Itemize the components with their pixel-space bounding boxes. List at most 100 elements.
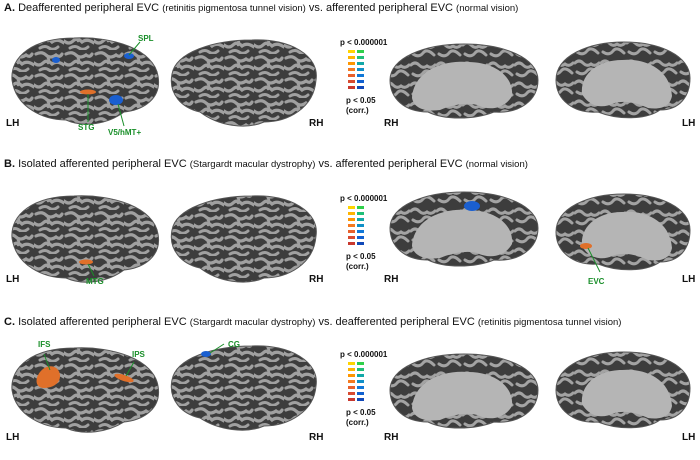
rh-lateral-brain [170,39,317,127]
legend-warm-swatch [348,392,355,395]
legend-cool-swatch [357,218,364,221]
legend-p-bottom: p < 0.05 [346,96,376,105]
legend-warm-swatch [348,368,355,371]
legend-cool-swatch [357,56,364,59]
title-vs: vs. afferented peripheral EVC [308,2,453,14]
panel-letter: A. [4,2,15,14]
legend-warm-swatch [348,206,355,209]
title-paren-2: (normal vision) [465,159,528,170]
callout-ips: IPS [132,350,145,359]
legend-warm-swatch [348,68,355,71]
activation-evc [580,243,592,249]
legend-warm-swatch [348,236,355,239]
activation-ifs [36,366,60,388]
legend-cool-swatch [357,68,364,71]
activation-cg [201,351,211,357]
title-vs: vs. deafferented peripheral EVC [318,316,475,328]
legend-warm-swatch [348,86,355,89]
title-paren: (retinitis pigmentosa tunnel vision) [162,3,306,14]
legend-cool-swatch [357,230,364,233]
label-lh-lateral: LH [6,432,20,443]
label-lh-medial: LH [682,274,696,285]
legend-warm-swatch [348,362,355,365]
label-rh-medial: RH [384,118,399,129]
legend-p-bottom: p < 0.05 [346,408,376,417]
legend-warm-swatch [348,386,355,389]
title-main: Deafferented peripheral EVC [18,2,160,14]
legend-cool-swatch [357,242,364,245]
rh-medial-brain [389,191,539,267]
legend-corr: (corr.) [346,106,369,115]
panel-c: C. Isolated afferented peripheral EVC (S… [0,314,700,448]
panel-title: B. Isolated afferented peripheral EVC (S… [4,158,528,170]
legend-c: p < 0.000001 p < 0.05 (corr.) [338,350,398,460]
legend-cool-swatch [357,224,364,227]
legend-p-bottom: p < 0.05 [346,252,376,261]
legend-warm-swatch [348,74,355,77]
title-paren: (Stargardt macular dystrophy) [189,159,316,170]
callout-mtg: MTG [86,277,104,286]
legend-cool-swatch [357,374,364,377]
title-paren: (Stargardt macular dystrophy) [189,317,316,328]
panel-title: C. Isolated afferented peripheral EVC (S… [4,316,621,328]
label-lh-lateral: LH [6,118,20,129]
activation-spl [124,53,134,59]
lh-lateral-brain [11,347,160,433]
legend-warm-swatch [348,218,355,221]
legend-cool-swatch [357,50,364,53]
legend-cool-swatch [357,74,364,77]
legend-warm-swatch [348,242,355,245]
panel-title: A. Deafferented peripheral EVC (retiniti… [4,2,518,14]
label-rh-medial: RH [384,432,399,443]
panel-letter: B. [4,158,15,170]
label-rh-medial: RH [384,274,399,285]
title-paren-2: (retinitis pigmentosa tunnel vision) [477,317,622,328]
label-lh-lateral: LH [6,274,20,285]
legend-cool-swatch [357,398,364,401]
legend-warm-swatch [348,50,355,53]
legend-cool-swatch [357,362,364,365]
legend-warm-swatch [348,230,355,233]
legend-cool-swatch [357,212,364,215]
activation-ips [114,373,134,383]
legend-warm-swatch [348,212,355,215]
activation-stg [80,89,96,95]
title-main: Isolated afferented peripheral EVC [18,158,187,170]
rh-lateral-brain [170,343,317,431]
legend-cool-swatch [357,62,364,65]
title-main: Isolated afferented peripheral EVC [18,316,187,328]
label-rh-lateral: RH [309,118,324,129]
lh-medial-brain [555,193,691,273]
activation-v5 [109,95,123,105]
label-lh-medial: LH [682,118,696,129]
title-vs: vs. afferented peripheral EVC [318,158,463,170]
legend-cool-swatch [357,392,364,395]
legend-warm-swatch [348,398,355,401]
legend-cool-swatch [357,236,364,239]
panel-a: A. Deafferented peripheral EVC (retiniti… [0,0,700,149]
legend-warm-swatch [348,56,355,59]
callout-ifs: IFS [38,340,51,349]
callout-cg: CG [228,340,240,349]
legend-warm-swatch [348,62,355,65]
activation-frontal [52,57,60,63]
legend-corr: (corr.) [346,418,369,427]
legend-warm-swatch [348,380,355,383]
legend-cool-swatch [357,386,364,389]
panel-b: B. Isolated afferented peripheral EVC (S… [0,156,700,305]
callout-v5: V5/hMT+ [108,128,142,137]
callout-spl: SPL [138,34,154,43]
legend-warm-swatch [348,224,355,227]
lh-lateral-brain [11,195,160,283]
legend-cool-swatch [357,380,364,383]
legend-b: p < 0.000001 p < 0.05 (corr.) [338,194,398,304]
legend-cool-swatch [357,368,364,371]
callout-evc: EVC [588,277,605,286]
lh-lateral-brain [11,37,160,127]
legend-p-top: p < 0.000001 [340,194,388,203]
legend-p-top: p < 0.000001 [340,350,388,359]
activation-rh-medial [464,201,480,211]
lh-medial-brain [555,351,691,429]
legend-a: p < 0.000001 p < 0.05 (corr.) [338,38,398,148]
lh-medial-brain [555,41,691,119]
